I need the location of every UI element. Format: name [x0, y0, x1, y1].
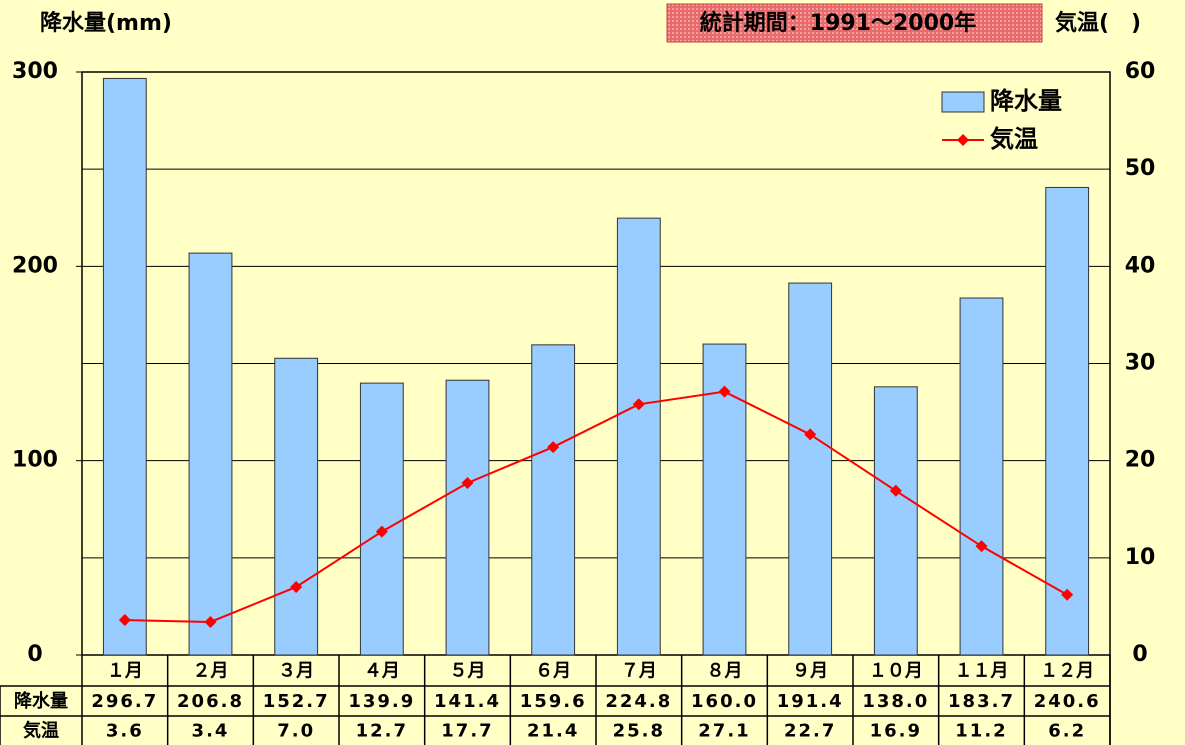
x-tick-label: ６月 [535, 661, 571, 682]
table-cell: 159.6 [520, 691, 587, 712]
table-cell: 11.2 [955, 721, 1007, 742]
marker [718, 385, 731, 398]
marker [1061, 588, 1074, 601]
marker [204, 615, 217, 628]
y2-tick-label: 60 [1125, 59, 1156, 84]
x-tick-label: ５月 [450, 661, 486, 682]
y2-axis-label: 気温( ) [1055, 10, 1141, 36]
table-row-header: 気温 [23, 720, 59, 742]
marker [461, 477, 474, 490]
bar [959, 297, 1004, 656]
y2-tick-label: 50 [1125, 156, 1156, 181]
bar [616, 217, 661, 656]
marker [632, 398, 645, 411]
marker [118, 614, 131, 627]
legend-swatch [941, 91, 985, 113]
table-cell: 3.6 [106, 721, 144, 742]
bar [873, 386, 918, 656]
y2-tick-label: 30 [1125, 351, 1156, 376]
table-cell: 17.7 [441, 721, 493, 742]
marker [804, 428, 817, 441]
marker [975, 540, 988, 553]
bar [188, 252, 233, 656]
x-tick-label: ４月 [364, 661, 400, 682]
y-tick-label: 0 [27, 642, 42, 667]
table-cell: 12.7 [356, 721, 408, 742]
table-cell: 21.4 [527, 721, 579, 742]
legend-marker [957, 134, 969, 146]
y2-tick-label: 0 [1132, 642, 1147, 667]
marker [375, 525, 388, 538]
table-cell: 152.7 [263, 691, 330, 712]
y-tick-label: 200 [12, 253, 58, 278]
table-cell: 160.0 [691, 691, 758, 712]
y2-tick-label: 10 [1125, 545, 1156, 570]
table-cell: 139.9 [348, 691, 415, 712]
table-cell: 25.8 [613, 721, 665, 742]
y-tick-label: 100 [12, 448, 58, 473]
bar [274, 357, 319, 656]
marker [889, 484, 902, 497]
x-tick-label: ８月 [707, 661, 743, 682]
table-cell: 141.4 [434, 691, 501, 712]
y2-tick-label: 40 [1125, 253, 1156, 278]
table-cell: 191.4 [777, 691, 844, 712]
table-cell: 224.8 [605, 691, 672, 712]
y2-tick-label: 20 [1125, 448, 1156, 473]
table-cell: 3.4 [192, 721, 230, 742]
table-cell: 206.8 [177, 691, 244, 712]
bar [788, 282, 833, 656]
x-tick-label: ９月 [792, 661, 828, 682]
table-row-header: 降水量 [14, 690, 68, 712]
legend-label: 降水量 [990, 87, 1062, 115]
table-cell: 296.7 [91, 691, 158, 712]
table-cell: 22.7 [784, 721, 836, 742]
table-cell: 7.0 [277, 721, 315, 742]
table-cell: 27.1 [698, 721, 750, 742]
x-tick-label: ２月 [193, 661, 229, 682]
x-tick-label: １０月 [869, 661, 923, 682]
marker [547, 441, 560, 454]
period-box [666, 3, 1043, 43]
y-tick-label: 300 [12, 59, 58, 84]
table-cell: 183.7 [948, 691, 1015, 712]
table-cell: 6.2 [1048, 721, 1086, 742]
chart-title: 降水量(mm) [40, 11, 172, 36]
bar [445, 379, 490, 656]
x-tick-label: １月 [107, 661, 143, 682]
bar [359, 382, 404, 656]
x-tick-label: １２月 [1040, 661, 1094, 682]
bar [1045, 186, 1090, 656]
line [124, 390, 1068, 623]
marker [290, 580, 303, 593]
legend-label: 気温 [990, 125, 1038, 153]
table-cell: 16.9 [870, 721, 922, 742]
bar [102, 77, 147, 656]
x-tick-label: ３月 [278, 661, 314, 682]
table-cell: 138.0 [862, 691, 929, 712]
table-cell: 240.6 [1034, 691, 1101, 712]
x-tick-label: ７月 [621, 661, 657, 682]
chart-subtitle: 統計期間：1991～2000年 [700, 10, 976, 36]
x-tick-label: １１月 [955, 661, 1009, 682]
bar [531, 344, 576, 656]
